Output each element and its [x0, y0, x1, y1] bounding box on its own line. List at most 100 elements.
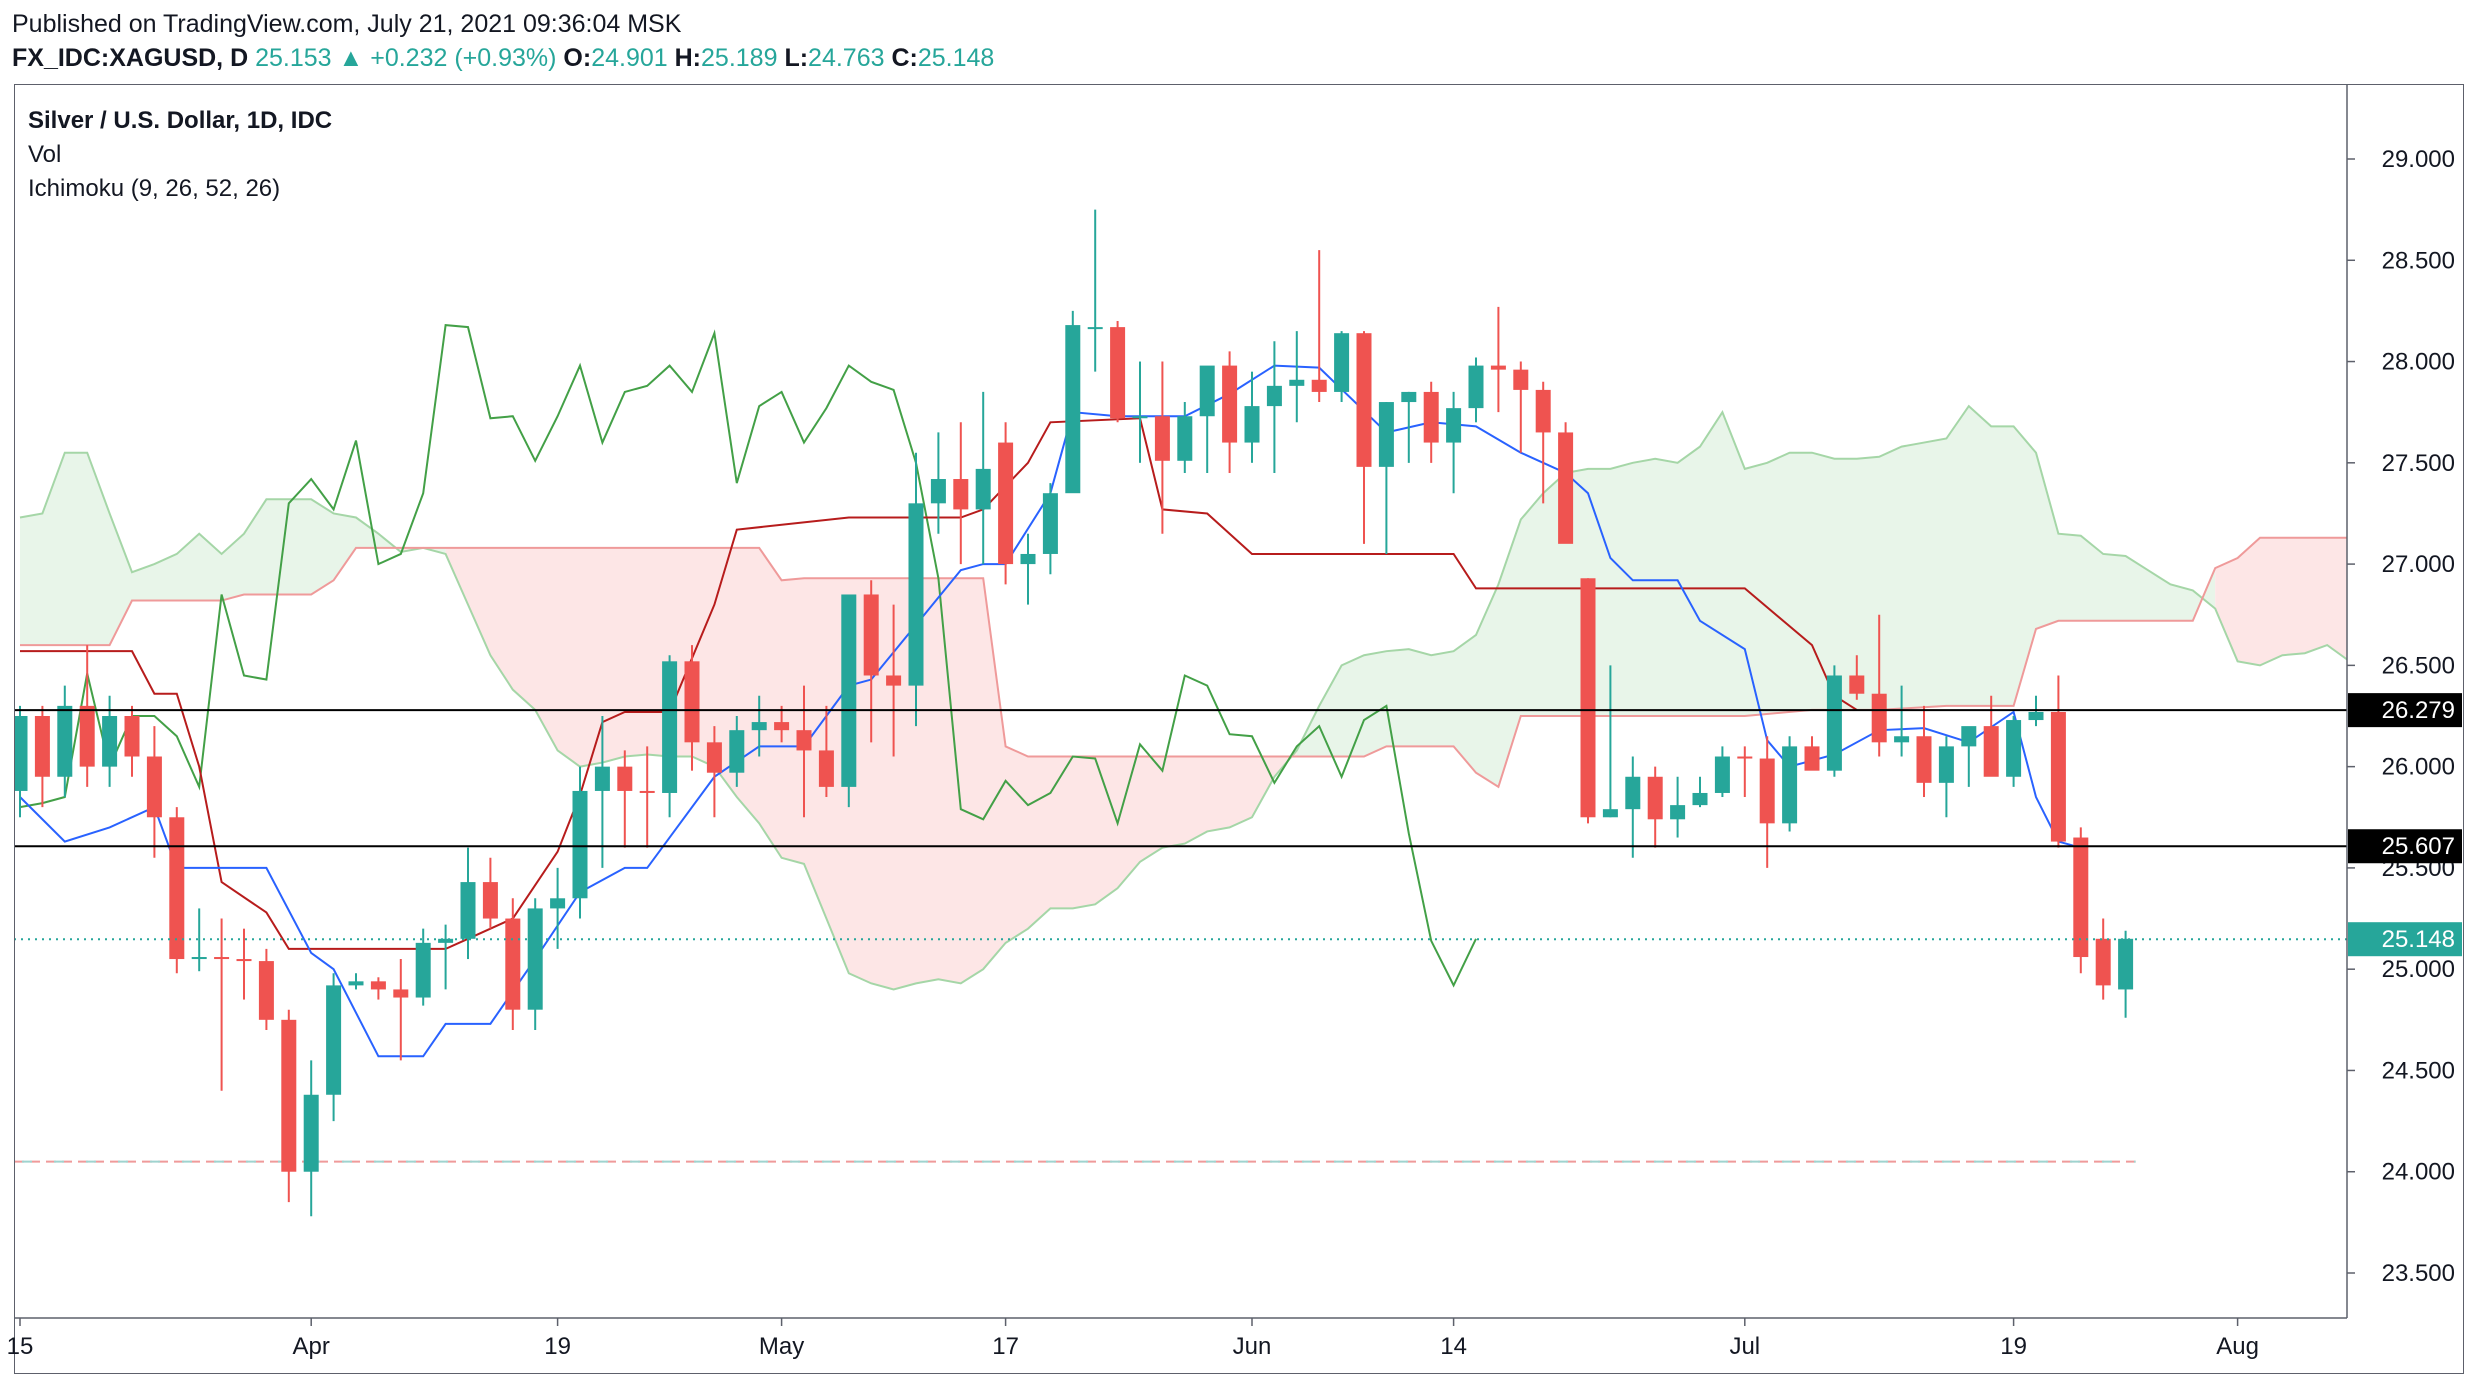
candle [1110, 321, 1126, 423]
low-key: L: [784, 44, 809, 72]
time-tick-label: Jul [1729, 1333, 1760, 1360]
candle-body [2073, 837, 2089, 958]
candle-body [1244, 406, 1260, 443]
candle-body [124, 716, 140, 757]
candle-body [1826, 675, 1842, 771]
candle [1849, 655, 1865, 700]
candle [34, 705, 50, 808]
candle [1804, 736, 1820, 771]
hline-price-badge-2-label: 25.607 [2382, 833, 2455, 860]
hline-price-badge-2-bg [2348, 829, 2462, 864]
symbol-label[interactable]: FX_IDC:XAGUSD, D [12, 44, 249, 72]
legend-volume[interactable]: Vol [28, 141, 62, 168]
price-axis: 23.50024.00024.50025.00025.50026.00026.5… [2347, 146, 2455, 1287]
candle-body [1871, 693, 1887, 743]
candle-body [34, 716, 50, 777]
candle [1670, 776, 1686, 838]
candle [146, 726, 162, 858]
candle [1692, 776, 1708, 808]
candle-body [1401, 391, 1417, 403]
lagging-span-line [19, 324, 1477, 988]
candle [1580, 578, 1596, 824]
hline-price-badge-2: 25.607 [2348, 829, 2462, 864]
candle [572, 766, 588, 919]
open-key: O: [563, 44, 592, 72]
candle [1625, 756, 1641, 858]
candle-body [1692, 792, 1708, 806]
up-triangle-icon: ▲ [338, 44, 364, 72]
candle-body [818, 750, 834, 787]
candle-body [1289, 379, 1305, 386]
last-price-badge-label: 25.148 [2382, 926, 2455, 953]
candle [482, 857, 498, 929]
candle [1468, 357, 1484, 423]
candle-body [236, 959, 252, 962]
candle [2006, 716, 2022, 787]
close-key: C: [891, 44, 918, 72]
candle-body [505, 918, 521, 1010]
candle-body [415, 942, 431, 998]
candle [751, 695, 767, 757]
candle [236, 928, 252, 1000]
candle [1020, 533, 1036, 605]
candle [1087, 209, 1103, 372]
candle [2118, 930, 2134, 1018]
chart-panel[interactable] [14, 84, 2464, 1374]
price-tick-label: 27.000 [2382, 551, 2455, 578]
candle-body [1714, 756, 1730, 793]
candle-body [1334, 333, 1350, 392]
candle-body [729, 730, 745, 773]
candle-body [1378, 402, 1394, 467]
candle-body [1647, 776, 1663, 820]
time-tick-label: May [759, 1333, 804, 1360]
candle-body [1042, 493, 1058, 554]
candle [1199, 365, 1215, 473]
leading-span-a-line [19, 404, 2347, 991]
candle [1154, 361, 1170, 534]
published-caption: Published on TradingView.com, July 21, 2… [12, 10, 682, 38]
candle [706, 726, 722, 818]
high-value: 25.189 [701, 44, 778, 72]
candle-body [1737, 756, 1753, 759]
candle [281, 1009, 297, 1203]
candle-body [1132, 416, 1148, 419]
candle [863, 580, 879, 743]
candle-body [1446, 408, 1462, 443]
candle-body [2006, 720, 2022, 777]
candle [1759, 736, 1775, 868]
candle-body [1423, 391, 1439, 443]
candle [1938, 736, 1954, 818]
candle [1042, 483, 1058, 575]
time-tick-label: 17 [992, 1333, 1019, 1360]
price-tick-label: 26.000 [2382, 754, 2455, 781]
candle [258, 948, 274, 1030]
candle-body [2095, 938, 2111, 986]
time-tick-label: Apr [293, 1333, 330, 1360]
time-tick-label: 15 [7, 1333, 34, 1360]
price-tick-label: 26.500 [2382, 652, 2455, 679]
candle [1378, 402, 1394, 554]
candle [1334, 331, 1350, 403]
candle-body [482, 882, 498, 919]
candle-body [1513, 369, 1529, 390]
candle [1916, 705, 1932, 798]
candle-body [370, 981, 386, 990]
candle-body [169, 817, 185, 960]
low-value: 24.763 [808, 44, 885, 72]
candle-body [1849, 675, 1865, 694]
legend-ichimoku[interactable]: Ichimoku (9, 26, 52, 26) [28, 175, 281, 202]
candle-body [1558, 432, 1574, 544]
candle-body [460, 882, 476, 939]
candle-body [930, 479, 946, 504]
candle-body [572, 790, 588, 899]
time-tick-label: Aug [2216, 1333, 2259, 1360]
time-tick-label: 14 [1440, 1333, 1467, 1360]
candle [1289, 331, 1305, 423]
candle-body [1020, 553, 1036, 565]
candle-body [841, 594, 857, 787]
candle [1446, 391, 1462, 494]
bearish-cloud [445, 547, 1297, 990]
legend-title[interactable]: Silver / U.S. Dollar, 1D, IDC [28, 107, 333, 134]
candle-body [102, 716, 118, 767]
